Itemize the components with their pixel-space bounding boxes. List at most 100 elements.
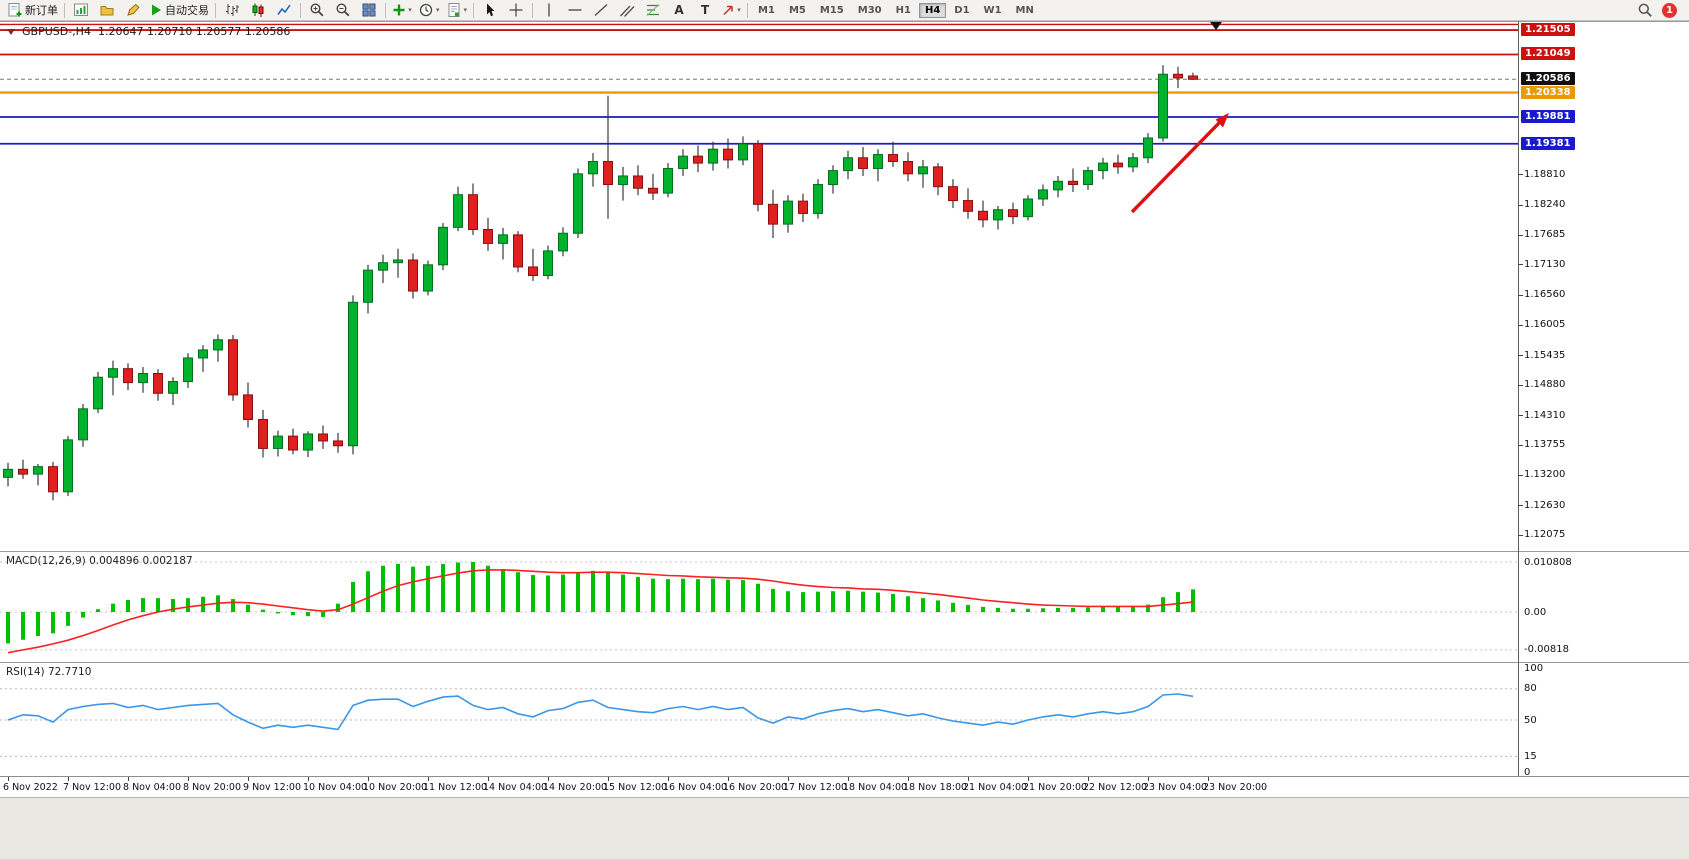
timeframe-w1-button[interactable]: W1 xyxy=(983,4,1002,16)
search-icon xyxy=(1638,3,1652,17)
time-axis-tick xyxy=(8,777,9,781)
tile-windows-button[interactable] xyxy=(356,0,382,21)
time-label: 18 Nov 18:00 xyxy=(903,782,968,793)
toolbar: 新订单 自动交易 xyxy=(0,0,1689,21)
line-chart-type-button[interactable] xyxy=(271,0,297,21)
toolbar-separator xyxy=(473,2,475,18)
chart-icon xyxy=(74,3,88,16)
arrow-tool-icon xyxy=(723,5,734,16)
timeframe-m5-button[interactable]: M5 xyxy=(788,4,806,16)
chart-title: GBPUSD-,H4 1.20647 1.20710 1.20577 1.205… xyxy=(7,25,290,38)
new-order-icon xyxy=(8,3,22,17)
chart-window-background xyxy=(0,21,1689,797)
vertical-line-tool-button[interactable] xyxy=(536,0,562,21)
time-label: 10 Nov 04:00 xyxy=(303,782,368,793)
text-tool-label: A xyxy=(674,3,684,17)
ohlc-bars-icon xyxy=(226,4,239,16)
templates-button[interactable]: ▾ xyxy=(443,0,471,21)
new-order-button[interactable]: 新订单 xyxy=(4,0,61,21)
toolbar-separator xyxy=(532,2,534,18)
time-label: 11 Nov 12:00 xyxy=(423,782,488,793)
chevron-down-icon: ▾ xyxy=(463,5,468,14)
rsi-panel[interactable] xyxy=(0,662,1689,776)
time-label: 23 Nov 20:00 xyxy=(1203,782,1268,793)
periods-button[interactable]: ▾ xyxy=(415,0,443,21)
horizontal-line-tool-button[interactable] xyxy=(562,0,588,21)
cursor-icon xyxy=(487,3,495,17)
time-axis-tick xyxy=(188,777,189,781)
toolbar-separator xyxy=(385,2,386,18)
time-axis-tick xyxy=(248,777,249,781)
chart-menu-icon[interactable] xyxy=(7,28,15,35)
macd-panel[interactable] xyxy=(0,551,1689,662)
play-icon xyxy=(152,4,161,16)
symbol-period-label: GBPUSD-,H4 xyxy=(22,25,91,38)
time-axis[interactable]: 6 Nov 2022 7 Nov 12:00 8 Nov 04:00 8 Nov 20… xyxy=(0,776,1689,797)
toolbar-separator xyxy=(300,2,301,18)
macd-label: MACD(12,26,9) 0.004896 0.002187 xyxy=(6,555,193,567)
time-label: 16 Nov 20:00 xyxy=(723,782,788,793)
time-axis-tick xyxy=(668,777,669,781)
rsi-level-lines xyxy=(0,688,1518,757)
channel-tool-button[interactable] xyxy=(614,0,640,21)
fibonacci-icon xyxy=(646,4,660,16)
time-axis-tick xyxy=(488,777,489,781)
timeframe-h1-button[interactable]: H1 xyxy=(895,4,911,16)
time-label: 14 Nov 20:00 xyxy=(543,782,608,793)
arrows-tool-button[interactable]: ▾ xyxy=(718,0,744,21)
time-label: 22 Nov 12:00 xyxy=(1083,782,1148,793)
cursor-tool-button[interactable] xyxy=(477,0,503,21)
time-label: 16 Nov 04:00 xyxy=(663,782,728,793)
chevron-down-icon: ▾ xyxy=(408,5,412,14)
timeframe-d1-button[interactable]: D1 xyxy=(954,4,970,16)
template-icon xyxy=(448,3,460,17)
indicators-button[interactable]: ▾ xyxy=(389,0,415,21)
candlestick-icon xyxy=(252,3,264,17)
time-label: 17 Nov 12:00 xyxy=(783,782,848,793)
label-tool-label: T xyxy=(700,3,710,17)
timeframe-mn-button[interactable]: MN xyxy=(1015,4,1034,16)
crosshair-tool-button[interactable] xyxy=(503,0,529,21)
search-button[interactable] xyxy=(1632,0,1658,21)
horizontal-line-icon xyxy=(568,9,582,11)
timeframe-m1-button[interactable]: M1 xyxy=(758,4,775,16)
scroll-end-marker xyxy=(1210,22,1222,30)
toolbar-separator xyxy=(64,2,65,18)
zoom-out-button[interactable] xyxy=(330,0,356,21)
time-axis-tick xyxy=(728,777,729,781)
time-axis-tick xyxy=(848,777,849,781)
channel-icon xyxy=(620,5,635,17)
timeframe-h4-button[interactable]: H4 xyxy=(918,2,947,18)
timeframe-m15-button[interactable]: M15 xyxy=(819,4,844,16)
timeframe-m30-button[interactable]: M30 xyxy=(857,4,882,16)
time-label: 14 Nov 04:00 xyxy=(483,782,548,793)
zoom-in-button[interactable] xyxy=(304,0,330,21)
time-axis-tick xyxy=(1208,777,1209,781)
time-axis-tick xyxy=(788,777,789,781)
toolbar-separator xyxy=(747,2,749,18)
time-label: 23 Nov 04:00 xyxy=(1143,782,1208,793)
label-tool-button[interactable]: T xyxy=(692,0,718,21)
metaeditor-button[interactable] xyxy=(120,0,146,21)
text-tool-button[interactable]: A xyxy=(666,0,692,21)
new-chart-button[interactable] xyxy=(68,0,94,21)
candlestick-type-button[interactable] xyxy=(245,0,271,21)
time-label: 9 Nov 12:00 xyxy=(243,782,302,793)
candlesticks xyxy=(3,65,1198,501)
trendline-tool-button[interactable] xyxy=(588,0,614,21)
rsi-label: RSI(14) 72.7710 xyxy=(6,666,92,678)
notification-badge[interactable]: 1 xyxy=(1662,2,1677,18)
price-chart[interactable] xyxy=(0,21,1689,551)
profiles-button[interactable] xyxy=(94,0,120,21)
time-axis-tick xyxy=(908,777,909,781)
toolbar-separator xyxy=(215,2,216,18)
bar-chart-type-button[interactable] xyxy=(219,0,245,21)
time-axis-tick xyxy=(1028,777,1029,781)
indicators-plus-icon xyxy=(393,4,405,16)
time-label: 18 Nov 04:00 xyxy=(843,782,908,793)
auto-trading-button[interactable]: 自动交易 xyxy=(146,0,212,21)
time-label: 6 Nov 2022 xyxy=(3,782,58,793)
fibonacci-tool-button[interactable] xyxy=(640,0,666,21)
bottom-strip xyxy=(0,797,1689,859)
